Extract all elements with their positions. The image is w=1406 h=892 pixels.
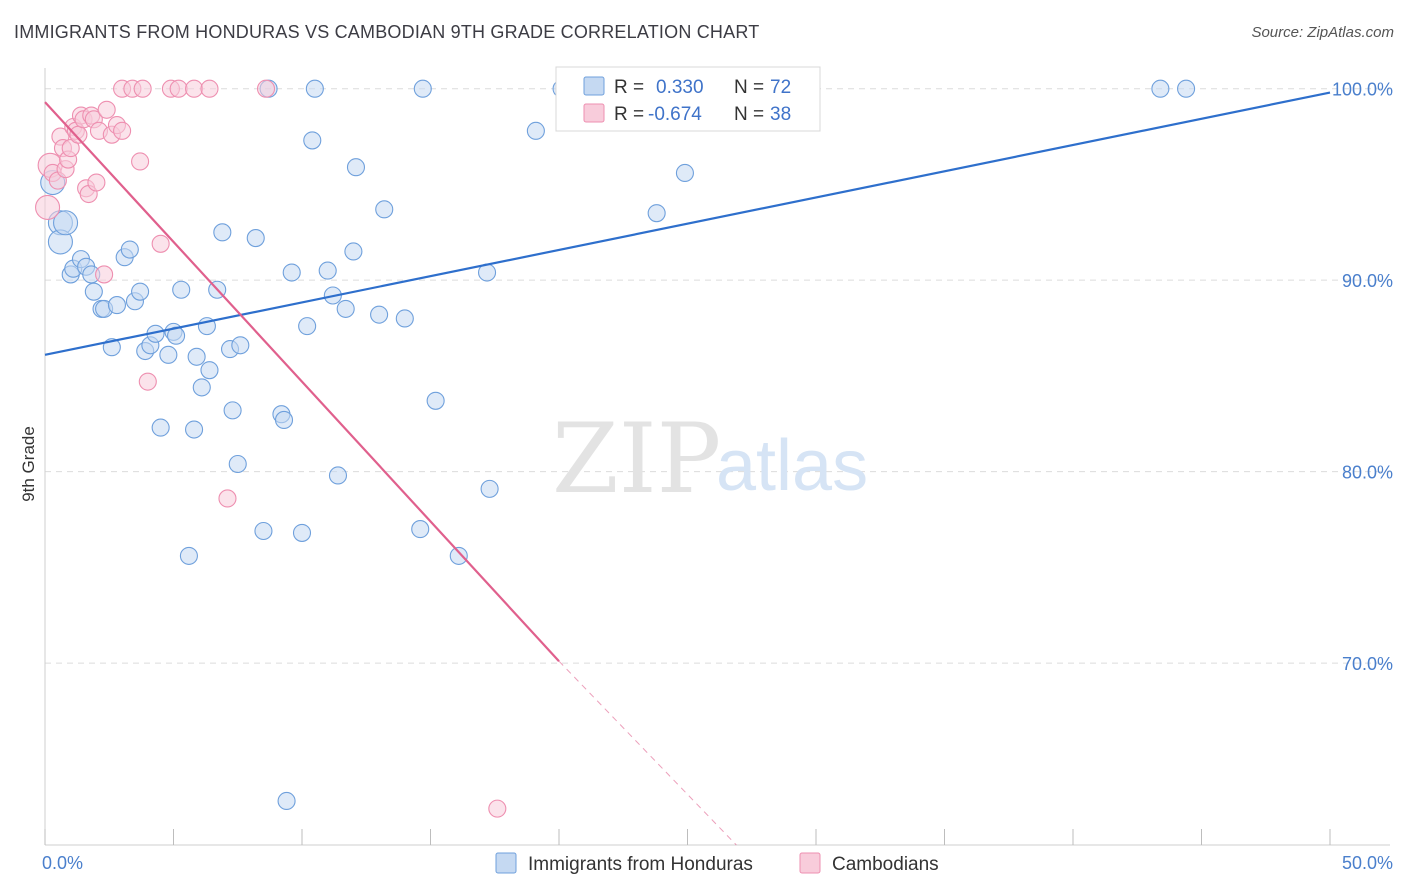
honduras-point-36 bbox=[228, 454, 247, 474]
honduras-point-60 bbox=[426, 391, 445, 410]
honduras-point-71 bbox=[1151, 79, 1170, 98]
honduras-point-17 bbox=[131, 282, 150, 301]
honduras-point-47 bbox=[303, 131, 322, 150]
honduras-point-72 bbox=[1177, 79, 1196, 98]
watermark: ZIP atlas bbox=[552, 403, 868, 515]
honduras-point-37 bbox=[231, 336, 250, 355]
honduras-point-64 bbox=[526, 121, 545, 140]
honduras-point-53 bbox=[344, 242, 363, 261]
cambodians-point-0 bbox=[35, 194, 61, 220]
legend-n-label-1: N = bbox=[734, 77, 764, 98]
legend-r-value-2: -0.674 bbox=[648, 104, 702, 125]
stats-legend: R = 0.330 N = 72 R = -0.674 N = 38 bbox=[555, 66, 821, 132]
cambodians-point-24 bbox=[113, 121, 132, 140]
honduras-point-3 bbox=[53, 210, 79, 236]
cambodians-point-36 bbox=[256, 79, 276, 98]
honduras-point-25 bbox=[172, 280, 191, 299]
honduras-point-44 bbox=[282, 263, 301, 282]
legend-r-label-1: R = bbox=[614, 77, 644, 98]
y-tick-label-2: 80.0% bbox=[1342, 463, 1393, 483]
cambodians-point-29 bbox=[138, 372, 157, 391]
cambodians-point-20 bbox=[95, 265, 114, 284]
honduras-point-31 bbox=[200, 361, 219, 380]
honduras-point-54 bbox=[346, 158, 366, 177]
cambodians-point-21 bbox=[97, 100, 116, 119]
honduras-point-33 bbox=[213, 223, 232, 242]
honduras-point-63 bbox=[480, 479, 499, 498]
honduras-point-59 bbox=[413, 79, 432, 98]
cambodians-point-34 bbox=[200, 79, 219, 98]
cambodians-point-8 bbox=[61, 139, 80, 158]
series-cambodians-points bbox=[35, 79, 507, 818]
cambodians-trend-line bbox=[44, 101, 560, 662]
honduras-point-26 bbox=[179, 546, 198, 565]
cambodians-point-11 bbox=[69, 125, 88, 144]
chart-title: IMMIGRANTS FROM HONDURAS VS CAMBODIAN 9T… bbox=[14, 22, 760, 42]
legend-swatch-pink bbox=[583, 103, 605, 123]
honduras-point-15 bbox=[120, 240, 139, 259]
y-axis-label: 9th Grade bbox=[19, 426, 38, 502]
honduras-point-9 bbox=[84, 282, 103, 301]
tick-labels: 100.0% 90.0% 80.0% 70.0% 0.0% 50.0% bbox=[42, 80, 1393, 873]
cambodians-point-37 bbox=[488, 799, 507, 818]
source-credit: Source: ZipAtlas.com bbox=[1251, 24, 1394, 41]
series-legend-swatch-cambodians bbox=[799, 852, 821, 874]
cambodians-point-18 bbox=[87, 173, 106, 192]
honduras-point-35 bbox=[223, 401, 242, 420]
series-legend-swatch-honduras bbox=[495, 852, 517, 874]
honduras-point-39 bbox=[254, 521, 273, 541]
y-tick-label-1: 90.0% bbox=[1342, 271, 1393, 291]
grid-lines bbox=[45, 88, 1390, 664]
cambodians-trend-extension bbox=[558, 660, 737, 846]
legend-swatch-blue bbox=[583, 76, 605, 96]
honduras-point-58 bbox=[411, 520, 430, 539]
honduras-trend-line bbox=[44, 91, 1331, 356]
series-honduras-points bbox=[40, 79, 1196, 811]
legend-n-value-2: 38 bbox=[770, 104, 791, 125]
honduras-point-28 bbox=[187, 347, 206, 366]
y-tick-label-3: 70.0% bbox=[1342, 654, 1393, 674]
cambodians-point-32 bbox=[169, 79, 188, 98]
honduras-point-52 bbox=[336, 299, 355, 318]
honduras-point-68 bbox=[675, 163, 694, 183]
series-legend: Immigrants from Honduras Cambodians bbox=[495, 852, 939, 875]
honduras-point-61 bbox=[449, 546, 468, 565]
trend-lines bbox=[44, 91, 1331, 846]
y-tick-label-0: 100.0% bbox=[1332, 80, 1393, 100]
honduras-point-56 bbox=[375, 200, 394, 219]
x-tick-label-0: 0.0% bbox=[42, 853, 83, 873]
cambodians-point-35 bbox=[218, 489, 237, 508]
honduras-point-48 bbox=[305, 79, 324, 98]
honduras-point-46 bbox=[298, 317, 317, 336]
cambodians-point-30 bbox=[151, 234, 170, 253]
honduras-point-55 bbox=[370, 305, 389, 324]
cambodians-point-33 bbox=[185, 79, 204, 98]
legend-n-value-1: 72 bbox=[770, 77, 791, 98]
honduras-point-38 bbox=[246, 229, 265, 248]
honduras-point-29 bbox=[192, 378, 211, 397]
cambodians-point-27 bbox=[131, 152, 150, 171]
legend-n-label-2: N = bbox=[734, 104, 764, 125]
honduras-point-43 bbox=[277, 791, 296, 811]
x-tick-label-1: 50.0% bbox=[1342, 853, 1393, 873]
honduras-point-49 bbox=[318, 261, 337, 280]
legend-r-value-1: 0.330 bbox=[656, 77, 704, 98]
cambodians-point-28 bbox=[133, 79, 152, 98]
watermark-atlas: atlas bbox=[716, 426, 868, 506]
honduras-point-13 bbox=[107, 296, 127, 315]
watermark-zip: ZIP bbox=[552, 403, 721, 515]
honduras-point-42 bbox=[274, 410, 294, 430]
honduras-point-51 bbox=[328, 466, 348, 485]
honduras-point-22 bbox=[159, 345, 178, 364]
honduras-point-21 bbox=[151, 418, 170, 437]
series-legend-cambodians: Cambodians bbox=[832, 854, 939, 875]
legend-r-label-2: R = bbox=[614, 104, 644, 125]
honduras-point-67 bbox=[647, 204, 666, 223]
honduras-point-45 bbox=[292, 523, 312, 542]
series-legend-honduras: Immigrants from Honduras bbox=[528, 854, 753, 875]
honduras-point-57 bbox=[395, 309, 414, 328]
honduras-point-27 bbox=[185, 420, 204, 439]
